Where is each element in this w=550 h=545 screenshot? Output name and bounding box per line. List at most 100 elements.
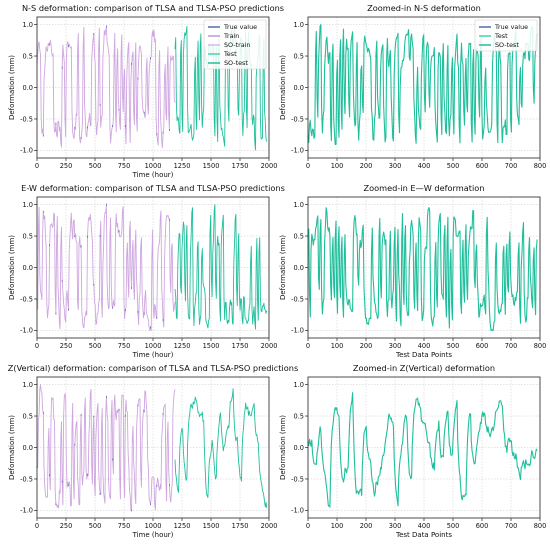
x-tick-label: 1000 (145, 162, 162, 170)
x-tick-label: 0 (306, 522, 310, 530)
y-tick-label: 0.5 (294, 52, 305, 60)
x-tick-label: 800 (534, 522, 547, 530)
chart-panel-6: 0 100 200 300 400 500 600 700 800 -1.0 -0.5 0.0 0.5 1… (279, 363, 546, 539)
x-tick-label: 600 (476, 342, 489, 350)
y-tick-label: -0.5 (291, 475, 304, 483)
x-axis-label: Test Data Points (395, 531, 452, 539)
x-tick-label: 1000 (145, 522, 162, 530)
x-tick-label: 500 (447, 522, 460, 530)
series-line-test (174, 204, 268, 330)
x-axis-label: Test Data Points (395, 351, 452, 359)
chart-title: Zoomed-in E—W deformation (364, 183, 485, 193)
x-tick-label: 0 (306, 162, 310, 170)
y-tick-label: 0.0 (23, 264, 34, 272)
x-tick-label: 1750 (232, 522, 249, 530)
legend-label: Test (223, 50, 237, 58)
y-tick-label: -0.5 (20, 475, 33, 483)
x-tick-label: 400 (418, 342, 431, 350)
x-tick-label: 300 (389, 162, 402, 170)
x-tick-label: 400 (418, 162, 431, 170)
x-tick-label: 300 (389, 522, 402, 530)
y-axis-label: Deformation (mm) (8, 55, 16, 120)
legend-label: SO-test (495, 41, 519, 49)
legend-label: Test (494, 32, 508, 40)
chart-panel-4: 0 100 200 300 400 500 600 700 800 -1.0 -0.5 0.0 0.5 1… (279, 183, 546, 359)
y-tick-label: 0.0 (23, 84, 34, 92)
y-tick-label: -0.5 (291, 295, 304, 303)
legend-label: SO-train (224, 41, 250, 49)
x-tick-label: 750 (118, 342, 131, 350)
x-tick-label: 250 (60, 342, 73, 350)
y-tick-label: -1.0 (20, 507, 33, 515)
y-tick-label: -1.0 (291, 507, 304, 515)
series-line-so-test (307, 24, 538, 145)
x-tick-label: 1500 (203, 522, 220, 530)
x-tick-label: 200 (360, 342, 373, 350)
series-line-so-test (307, 392, 538, 508)
series-line-test (174, 388, 268, 508)
x-tick-label: 300 (389, 342, 402, 350)
legend-box (203, 19, 267, 70)
y-tick-label: 0.5 (23, 412, 34, 420)
x-tick-label: 0 (306, 342, 310, 350)
x-tick-label: 500 (89, 162, 102, 170)
x-tick-label: 100 (331, 522, 344, 530)
x-tick-label: 1000 (145, 342, 162, 350)
y-tick-label: -0.5 (291, 115, 304, 123)
y-tick-label: -1.0 (20, 147, 33, 155)
chart-title: Zoomed-in Z(Vertical) deformation (353, 363, 495, 373)
y-axis-label: Deformation (mm) (8, 235, 16, 300)
y-tick-label: 0.5 (294, 232, 305, 240)
x-tick-label: 1750 (232, 162, 249, 170)
x-axis-label: Time (hour) (132, 171, 174, 179)
x-tick-label: 750 (118, 522, 131, 530)
x-tick-label: 1250 (174, 342, 191, 350)
chart-panel-2: 0 100 200 300 400 500 600 700 800 -1.0 -0.5 0.0 0.5 1… (279, 3, 546, 170)
x-tick-label: 700 (505, 522, 518, 530)
x-tick-label: 200 (360, 522, 373, 530)
x-tick-label: 700 (505, 162, 518, 170)
x-tick-label: 800 (534, 162, 547, 170)
y-tick-label: 1.0 (23, 21, 34, 29)
chart-panel-5: 0 250 500 750 1000 1250 1500 1750 2000 -1.0 -0.5 0.… (8, 363, 298, 539)
chart-panel-1: 0 250 500 750 1000 1250 1500 1750 2000 -1.0 -0.5 0.… (8, 3, 284, 179)
x-tick-label: 1250 (174, 162, 191, 170)
x-tick-label: 0 (35, 342, 39, 350)
y-tick-label: 0.5 (294, 412, 305, 420)
x-tick-label: 500 (447, 162, 460, 170)
series-line-test (174, 26, 268, 151)
x-tick-label: 0 (35, 162, 39, 170)
x-tick-label: 500 (447, 342, 460, 350)
series-line-train (36, 204, 176, 331)
y-axis-label: Deformation (mm) (279, 55, 287, 120)
chart-panel-3: 0 250 500 750 1000 1250 1500 1750 2000 -1.0 -0.5 0.… (8, 183, 285, 359)
x-tick-label: 2000 (261, 342, 278, 350)
chart-title: Zoomed-in N-S deformation (367, 3, 481, 13)
legend-label: Train (223, 32, 239, 40)
x-tick-label: 600 (476, 522, 489, 530)
x-tick-label: 1500 (203, 342, 220, 350)
y-tick-label: 1.0 (294, 381, 305, 389)
x-axis-label: Time (hour) (132, 531, 174, 539)
series-line-train (36, 384, 176, 511)
y-tick-label: -0.5 (20, 115, 33, 123)
x-tick-label: 750 (118, 162, 131, 170)
x-tick-label: 1750 (232, 342, 249, 350)
legend-label: SO-test (224, 59, 248, 67)
x-axis-label: Time (hour) (132, 351, 174, 359)
x-tick-label: 700 (505, 342, 518, 350)
y-tick-label: 1.0 (23, 381, 34, 389)
y-tick-label: 1.0 (23, 201, 34, 209)
x-tick-label: 500 (89, 342, 102, 350)
x-tick-label: 400 (418, 522, 431, 530)
series-line-train (36, 26, 176, 149)
legend-label: True value (223, 23, 257, 31)
y-tick-label: 0.5 (23, 232, 34, 240)
chart-title: E-W deformation: comparison of TLSA and … (21, 183, 285, 193)
y-tick-label: 0.0 (294, 264, 305, 272)
y-tick-label: -1.0 (20, 327, 33, 335)
y-tick-label: 1.0 (294, 201, 305, 209)
y-tick-label: 0.0 (294, 84, 305, 92)
